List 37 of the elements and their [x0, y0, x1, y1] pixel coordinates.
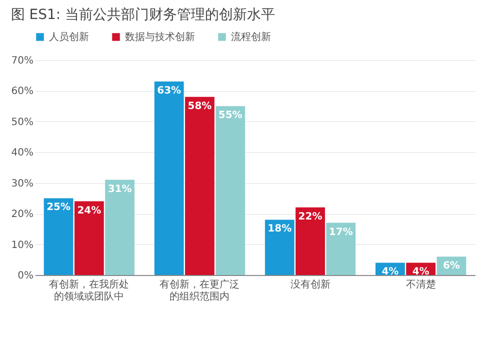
y-tick-label: 0%: [18, 270, 34, 282]
y-tick-label: 10%: [11, 240, 34, 251]
bar: [185, 96, 214, 275]
y-tick-label: 60%: [11, 86, 34, 98]
data-label: 17%: [328, 226, 353, 238]
data-label: 4%: [412, 266, 430, 278]
chart-title: 图 ES1: 当前公共部门财务管理的创新水平: [10, 7, 276, 23]
bar: [74, 201, 104, 275]
x-tick-label: 有创新，在更广泛的组织范围内: [160, 278, 240, 302]
data-label: 58%: [188, 100, 212, 112]
legend-label: 流程创新: [231, 31, 271, 43]
data-label: 63%: [157, 86, 182, 96]
bar: [264, 220, 294, 275]
bar: [296, 207, 325, 275]
data-label: 55%: [218, 110, 242, 122]
data-label: 31%: [108, 184, 132, 195]
x-tick-label: 不清楚: [406, 278, 436, 290]
bar: [216, 106, 246, 275]
y-tick-label: 40%: [11, 148, 34, 159]
legend-label: 人员创新: [49, 31, 89, 43]
data-label: 22%: [298, 211, 322, 222]
y-tick-label: 30%: [11, 178, 34, 190]
bar: [154, 82, 184, 275]
legend-label: 数据与技术创新: [125, 31, 195, 43]
bar: [44, 198, 74, 275]
data-label: 25%: [46, 202, 71, 214]
data-label: 24%: [77, 205, 102, 216]
bar: [105, 180, 134, 275]
y-tick-label: 70%: [11, 56, 34, 66]
x-tick-label: 有创新，在我所处的领域或团队中: [49, 278, 130, 302]
data-label: 6%: [442, 260, 460, 272]
x-tick-label: 没有创新: [290, 278, 330, 290]
data-label: 18%: [268, 224, 292, 235]
bar: [326, 222, 356, 275]
data-label: 4%: [382, 266, 399, 278]
y-tick-label: 50%: [11, 116, 34, 128]
y-tick-label: 20%: [11, 209, 34, 220]
